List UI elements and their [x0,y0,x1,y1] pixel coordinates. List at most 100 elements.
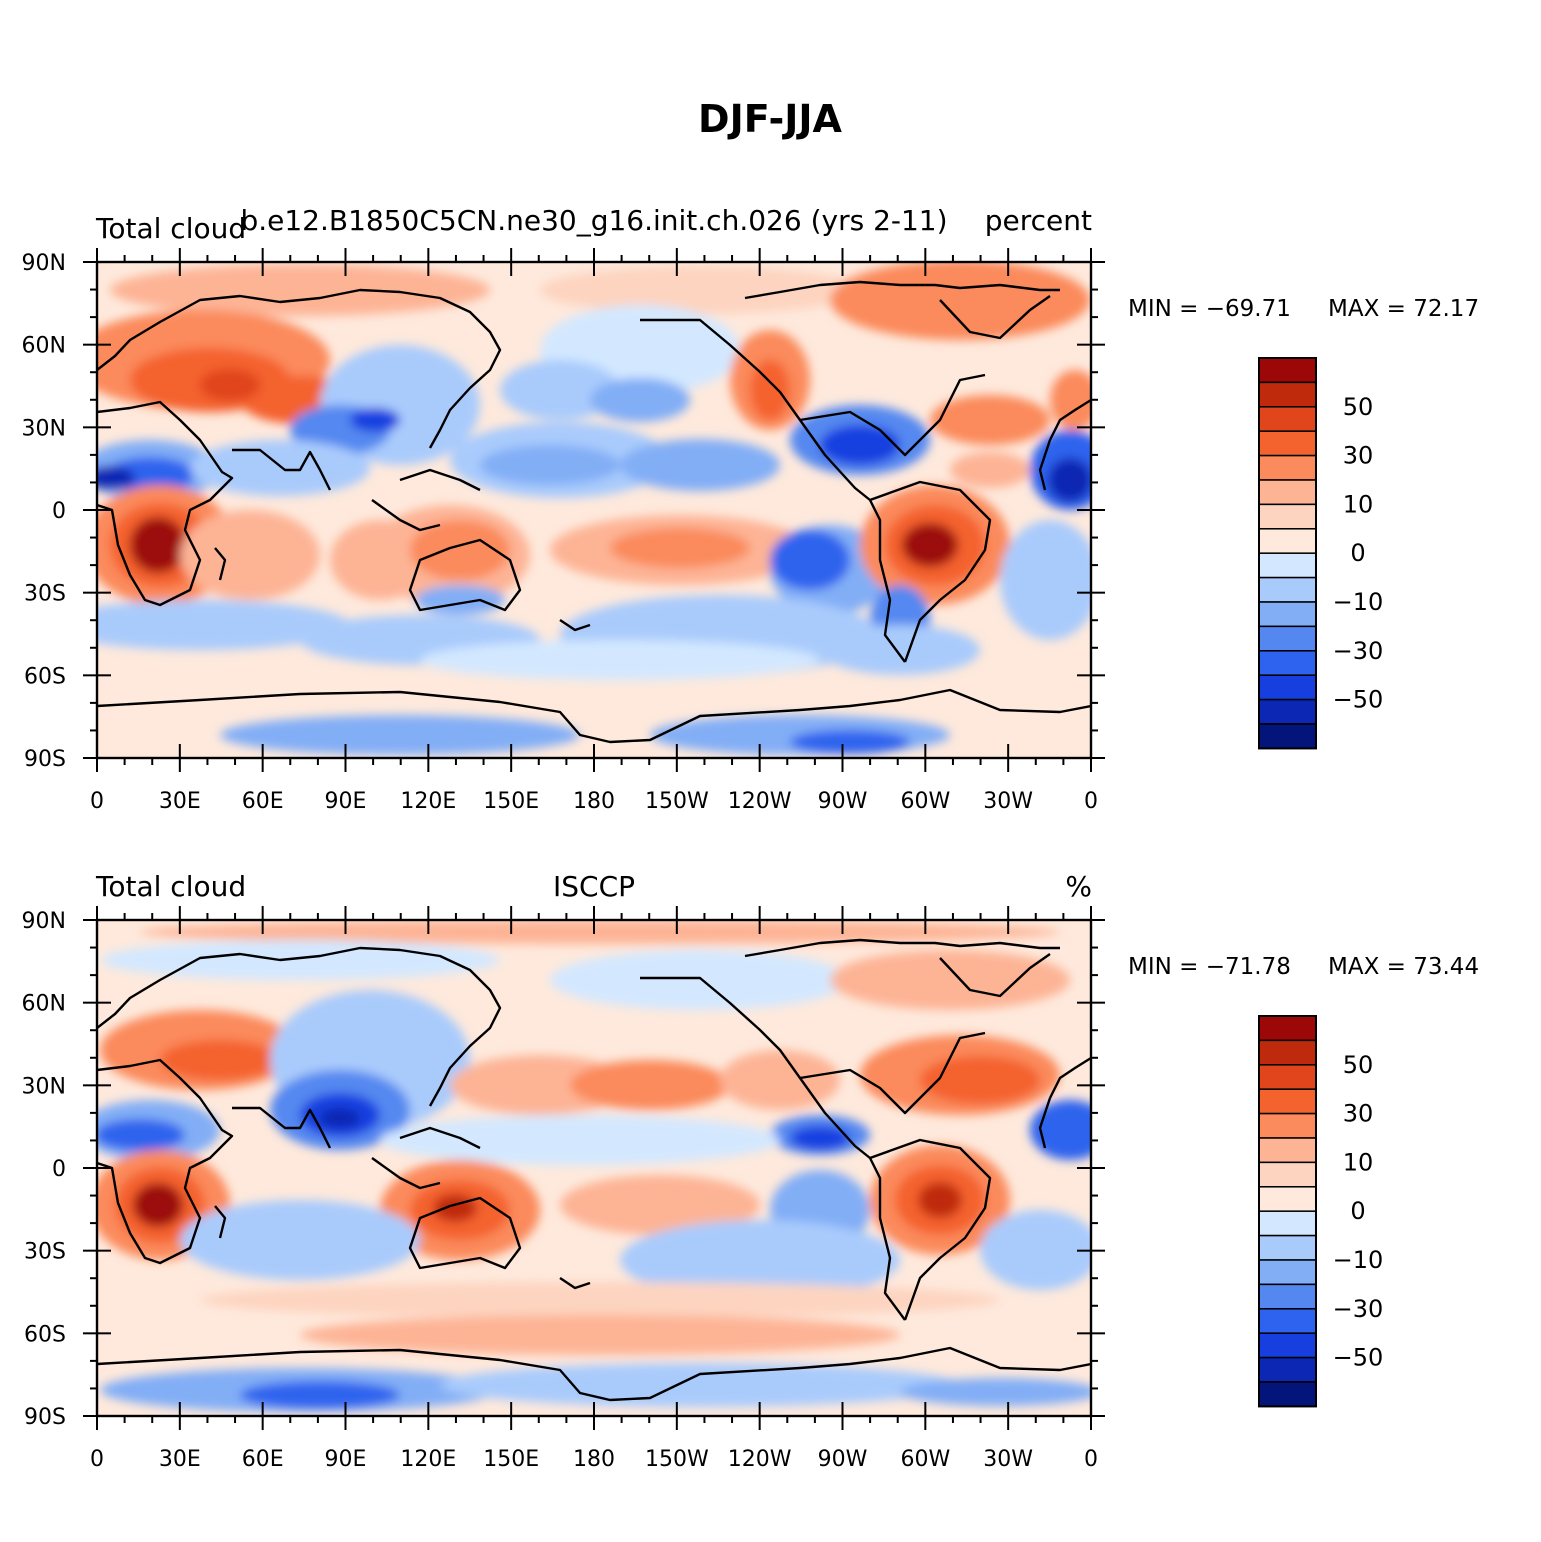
panel-obs-coastlines [97,938,1091,1402]
lat-label: 90S [24,747,66,772]
lon-label: 150W [645,789,709,814]
lon-label: 150E [483,789,539,814]
figure-title: DJF-JJA [698,97,843,141]
lon-label: 180 [573,1447,615,1472]
colorbar-label: 30 [1343,442,1374,470]
lat-label: 90S [24,1405,66,1430]
lon-label: 120E [400,1447,456,1472]
lon-label: 150W [645,1447,709,1472]
colorbar-box [1258,1137,1317,1164]
colorbar-box [1258,1064,1317,1090]
colorbar-box [1258,1381,1317,1408]
colorbar-label: 0 [1350,1197,1365,1225]
panel-obs-field [97,920,1091,1416]
lat-label: 90N [22,909,66,934]
min-value: MIN = −71.78 [1128,954,1291,980]
lat-label: 30N [22,1074,66,1099]
lon-label: 30W [983,1447,1033,1472]
colorbar-box [1258,430,1317,457]
lon-label: 30E [159,789,201,814]
lat-label: 30N [22,416,66,441]
lon-label: 60E [242,789,284,814]
colorbar-box [1258,1308,1317,1334]
lon-label: 120W [728,789,792,814]
colorbar-label: 30 [1343,1100,1374,1128]
colorbar-box [1258,528,1317,554]
colorbar-box [1258,674,1317,701]
colorbar-label: 0 [1350,539,1365,567]
max-value: MAX = 73.44 [1328,954,1479,980]
colorbar-label: −10 [1333,1246,1384,1274]
lon-label: 0 [1084,1447,1098,1472]
colorbar-box [1258,1015,1317,1042]
panel-obs-center-title: ISCCP [553,870,635,903]
colorbar-box [1258,454,1317,481]
lon-label: 120E [400,789,456,814]
colorbar-box [1258,625,1317,652]
colorbar-box [1258,1210,1317,1237]
colorbar-label: −10 [1333,588,1384,616]
lon-label: 60W [900,1447,950,1472]
colorbar-box [1258,601,1317,628]
lon-label: 90E [325,789,367,814]
colorbar-box [1258,1234,1317,1261]
colorbar-label: 10 [1343,1148,1374,1176]
panel-model-colorbar: MIN = −69.71 MAX = 72.17 50 30 10 0 −10 −30 −50 [1128,296,1479,750]
colorbar-label: 50 [1343,393,1374,421]
colorbar-box [1258,1112,1317,1139]
lat-label: 30S [24,582,66,607]
lon-label: 120W [728,1447,792,1472]
lon-label: 180 [573,789,615,814]
colorbar-label: −50 [1333,686,1384,714]
lat-label: 60S [24,664,66,689]
colorbar-box [1258,698,1317,725]
panel-model-left-title: Total cloud [95,212,246,245]
colorbar-label: 10 [1343,490,1374,518]
lat-label: 60S [24,1322,66,1347]
colorbar-box [1258,1283,1317,1310]
colorbar-label: −30 [1333,637,1384,665]
panel-model-coastlines [97,280,1091,744]
colorbar-box [1258,406,1317,432]
colorbar-label: −30 [1333,1295,1384,1323]
colorbar-box [1258,650,1317,676]
colorbar-box [1258,479,1317,506]
panel-model: Total cloud b.e12.B1850C5CN.ne30_g16.ini… [95,204,1092,758]
colorbar-box [1258,1161,1317,1188]
colorbar-box [1258,576,1317,603]
colorbar-box [1258,1259,1317,1286]
lat-label: 0 [52,1157,66,1182]
colorbar-box [1258,1186,1317,1212]
colorbar-label: 50 [1343,1051,1374,1079]
panel-model-right-title: percent [985,204,1092,237]
colorbar-box [1258,503,1317,530]
lon-label: 90W [818,1447,868,1472]
lon-label: 150E [483,1447,539,1472]
lon-label: 60E [242,1447,284,1472]
min-value: MIN = −69.71 [1128,296,1291,322]
panel-obs-axes: 90N 60N 30N 0 30S 60S 90S 0 30E 60E 90E 120E 150E 180… [22,906,1105,1472]
colorbar-box [1258,1039,1317,1066]
lon-label: 90E [325,1447,367,1472]
colorbar-box [1258,1356,1317,1383]
panel-obs-colorbar: MIN = −71.78 MAX = 73.44 50 30 10 0 −10 −30 −50 [1128,954,1479,1408]
colorbar-box [1258,357,1317,384]
colorbar-box [1258,723,1317,750]
colorbar-box [1258,1332,1317,1359]
lat-label: 60N [22,334,66,359]
lon-label: 30E [159,1447,201,1472]
panel-obs: Total cloud ISCCP % [95,870,1092,1416]
panel-model-center-title: b.e12.B1850C5CN.ne30_g16.init.ch.026 (yr… [240,204,947,237]
colorbar-box [1258,1088,1317,1115]
lat-label: 30S [24,1240,66,1265]
panel-obs-left-title: Total cloud [95,870,246,903]
lon-label: 90W [818,789,868,814]
panel-model-field [97,262,1091,758]
lon-label: 0 [90,789,104,814]
colorbar-box [1258,381,1317,408]
colorbar-box [1258,552,1317,579]
panel-obs-right-title: % [1065,870,1092,903]
max-value: MAX = 72.17 [1328,296,1479,322]
lon-label: 30W [983,789,1033,814]
lon-label: 60W [900,789,950,814]
